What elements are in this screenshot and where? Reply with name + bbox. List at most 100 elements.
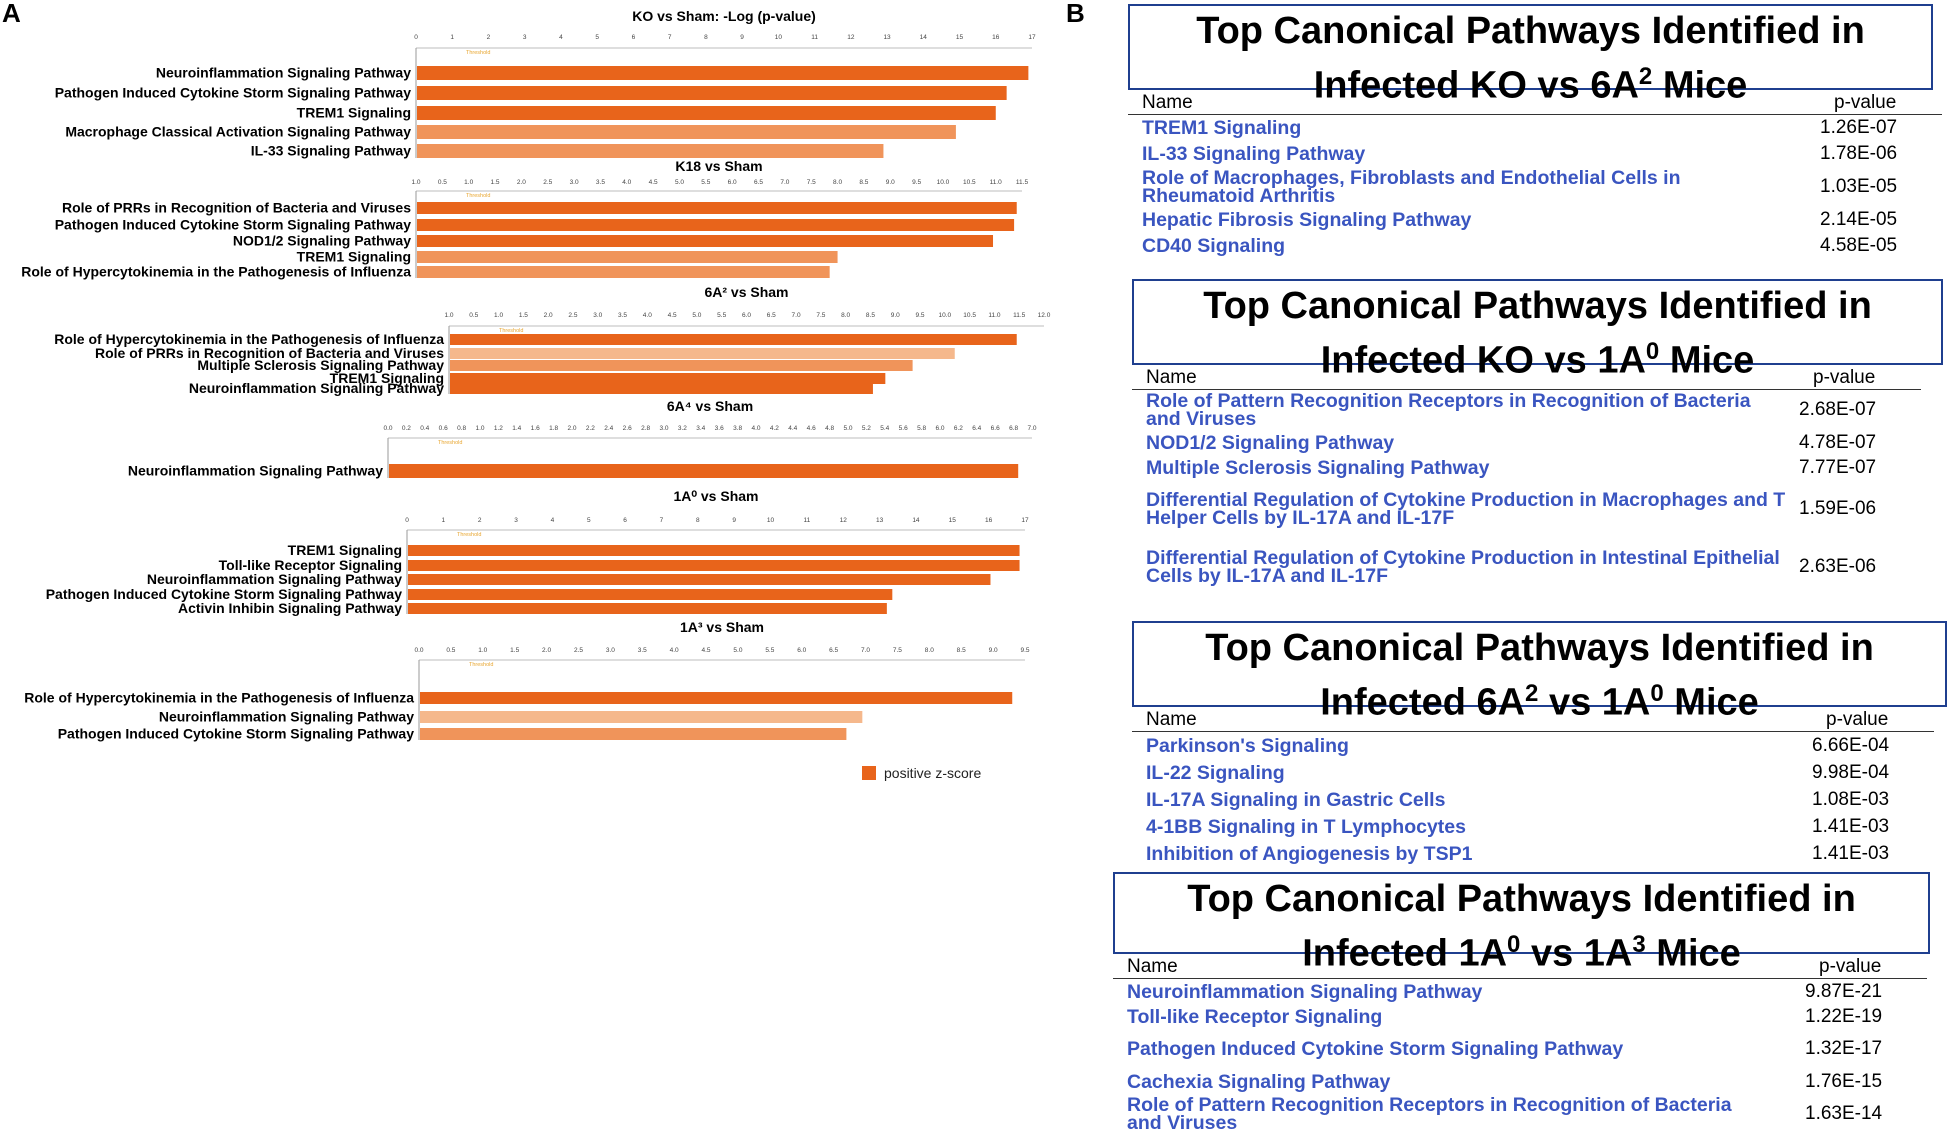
- table-title-line1: Top Canonical Pathways Identified in: [1205, 627, 1874, 669]
- bar: [408, 603, 887, 614]
- x-tick-label: 1.5: [491, 179, 500, 186]
- x-tick-label: 8.5: [957, 647, 966, 654]
- threshold-label: Threshold: [466, 193, 490, 199]
- x-tick-label: 13: [883, 34, 891, 41]
- x-tick-label: 7.0: [861, 647, 870, 654]
- x-tick-label: 14: [920, 34, 928, 41]
- pathway-pvalue: 2.14E-05: [1820, 209, 1898, 230]
- category-label: NOD1/2 Signaling Pathway: [233, 233, 411, 249]
- x-tick-label: 8.5: [859, 179, 868, 186]
- table-row: IL-17A Signaling in Gastric Cells 1.08E-0…: [1132, 786, 1920, 813]
- x-tick-label: 10.0: [937, 179, 950, 186]
- x-tick-label: 6: [623, 517, 627, 524]
- table-row: Cachexia Signaling Pathway 1.76E-15: [1113, 1069, 1913, 1094]
- x-tick-label: 7.0: [780, 179, 789, 186]
- x-tick-label: 2.5: [568, 312, 577, 319]
- table-title-text: Infected KO vs 1A: [1320, 339, 1646, 382]
- chart-title: 1A⁰ vs Sham: [674, 488, 759, 504]
- bar: [417, 251, 838, 263]
- bar: [417, 219, 1015, 231]
- table-title: Top Canonical Pathways Identified in Infe…: [1132, 621, 1947, 724]
- column-header-name: Name: [1146, 367, 1197, 388]
- table-title-line1: Top Canonical Pathways Identified in: [1187, 878, 1856, 920]
- pathway-pvalue: 1.41E-03: [1812, 815, 1890, 837]
- threshold-label: Threshold: [466, 50, 490, 56]
- table-title-line2: Infected KO vs 6A2 Mice: [1130, 54, 1931, 109]
- table-title-line1: Top Canonical Pathways Identified in: [1203, 285, 1872, 327]
- pathway-pvalue: 4.58E-05: [1820, 235, 1898, 256]
- x-tick-label: 4.5: [649, 179, 658, 186]
- pathway-name: CD40 Signaling: [1142, 235, 1286, 257]
- x-tick-label: 11.0: [990, 179, 1003, 186]
- x-tick-label: 0.2: [402, 425, 411, 432]
- x-tick-label: 0.5: [469, 312, 478, 319]
- x-tick-label: 6.8: [1009, 425, 1018, 432]
- x-tick-label: 12: [847, 34, 855, 41]
- table-header: Name p-value: [1132, 367, 1921, 390]
- table-row: NOD1/2 Signaling Pathway 4.78E-07: [1132, 430, 1907, 455]
- pathway-pvalue: 1.78E-06: [1820, 143, 1898, 164]
- x-tick-label: 4.4: [788, 425, 797, 432]
- table-row: Role of Pattern Recognition Receptors in…: [1113, 1094, 1913, 1134]
- pathway-pvalue: 1.26E-07: [1820, 117, 1898, 138]
- category-label: IL-33 Signaling Pathway: [251, 143, 411, 159]
- pathway-name: Multiple Sclerosis Signaling Pathway: [1146, 456, 1490, 479]
- x-tick-label: 6.5: [829, 647, 838, 654]
- x-tick-label: 1.4: [512, 425, 521, 432]
- x-tick-label: 4.2: [770, 425, 779, 432]
- x-tick-label: 1.0: [444, 312, 453, 319]
- bar: [417, 125, 956, 139]
- x-tick-label: 4: [551, 517, 555, 524]
- table-row: Role of Macrophages, Fibroblasts and End…: [1128, 167, 1928, 207]
- category-label: Role of PRRs in Recognition of Bacteria …: [95, 345, 444, 361]
- x-tick-label: 4.5: [668, 312, 677, 319]
- x-tick-label: 5.0: [675, 179, 684, 186]
- x-tick-label: 4.0: [622, 179, 631, 186]
- x-tick-label: 5.5: [765, 647, 774, 654]
- bar: [450, 383, 873, 394]
- legend-swatch: [862, 766, 876, 780]
- bar: [417, 266, 830, 278]
- x-tick-label: 5.0: [692, 312, 701, 319]
- x-tick-label: 2: [478, 517, 482, 524]
- x-tick-label: 1.2: [494, 425, 503, 432]
- x-tick-label: 3.0: [593, 312, 602, 319]
- x-tick-label: 5.4: [880, 425, 889, 432]
- x-tick-label: 5: [595, 34, 599, 41]
- table-title-superscript: 2: [1638, 63, 1653, 90]
- category-label: Role of Hypercytokinemia in the Pathogen…: [24, 690, 414, 706]
- table-header: Name p-value: [1132, 709, 1934, 732]
- table-title-line2: Infected KO vs 1A0 Mice: [1134, 329, 1941, 384]
- pathway-name: Toll-like Receptor Signaling: [1127, 1005, 1383, 1028]
- category-label: Toll-like Receptor Signaling: [219, 557, 402, 573]
- x-tick-label: 1.0: [475, 425, 484, 432]
- x-tick-label: 1.6: [531, 425, 540, 432]
- x-tick-label: 9: [740, 34, 744, 41]
- x-tick-label: 2.5: [543, 179, 552, 186]
- bar: [417, 144, 884, 158]
- pathway-name: NOD1/2 Signaling Pathway: [1146, 431, 1395, 454]
- x-tick-label: 0.5: [438, 179, 447, 186]
- bar: [420, 728, 847, 740]
- table-title: Top Canonical Pathways Identified in Infe…: [1132, 279, 1943, 382]
- x-tick-label: 10.0: [939, 312, 952, 319]
- x-tick-label: 3.8: [733, 425, 742, 432]
- table-title-text: Mice: [1659, 339, 1755, 382]
- x-tick-label: 1.0: [464, 179, 473, 186]
- table-row: Pathogen Induced Cytokine Storm Signalin…: [1113, 1029, 1913, 1069]
- x-tick-label: 2.5: [574, 647, 583, 654]
- x-tick-label: 16: [992, 34, 1000, 41]
- table-title-text: Mice: [1652, 64, 1748, 107]
- pathway-name: 4-1BB Signaling in T Lymphocytes: [1146, 815, 1466, 838]
- threshold-label: Threshold: [499, 328, 523, 334]
- chart-title: 6A² vs Sham: [704, 284, 788, 300]
- table-row: IL-33 Signaling Pathway 1.78E-06: [1128, 141, 1928, 167]
- bar: [408, 545, 1020, 556]
- x-tick-label: 11.5: [1013, 312, 1026, 319]
- column-header-pvalue: p-value: [1834, 92, 1897, 113]
- threshold-label: Threshold: [438, 440, 462, 446]
- x-tick-label: 3.5: [618, 312, 627, 319]
- x-tick-label: 7: [668, 34, 672, 41]
- x-tick-label: 4.5: [702, 647, 711, 654]
- x-tick-label: 2.0: [542, 647, 551, 654]
